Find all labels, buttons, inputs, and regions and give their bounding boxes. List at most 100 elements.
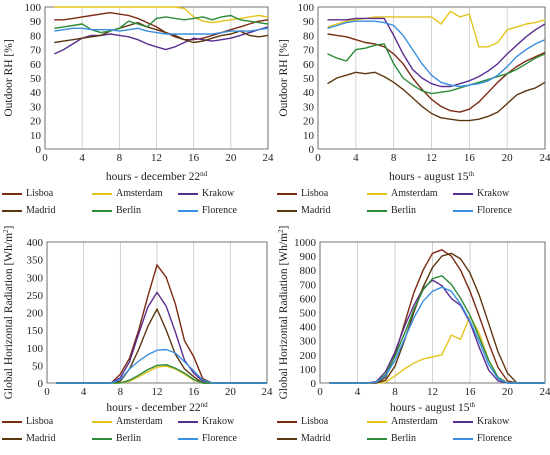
x-tick-label: 0 — [42, 152, 48, 164]
legend-label: Berlin — [116, 205, 141, 216]
y-tick-label: 0 — [36, 144, 42, 156]
x-tick-label: 8 — [118, 386, 124, 398]
y-tick-label: 200 — [27, 308, 44, 320]
legend-label: Florence — [477, 205, 512, 216]
legend-item-amsterdam: Amsterdam — [92, 187, 163, 201]
legend-item-madrid: Madrid — [277, 432, 330, 446]
legend-swatch — [92, 438, 112, 440]
x-tick-label: 16 — [188, 386, 200, 398]
chart-radiation-december: 0 4 8 12 16 20 24 0 50 100 150 200 250 300 350 400 hours… — [0, 226, 275, 455]
series-line-krakow — [329, 279, 545, 384]
legend-swatch — [178, 210, 198, 212]
series-line-lisboa — [329, 249, 545, 384]
legend-item-lisboa: Lisboa — [2, 187, 53, 201]
legend-swatch — [367, 210, 387, 212]
legend-item-lisboa: Lisboa — [277, 187, 328, 201]
y-axis-label: Global Horizontal Radiation [Wh/m2] — [2, 226, 15, 400]
y-tick-label: 300 — [27, 272, 44, 284]
legend-swatch — [2, 193, 22, 195]
legend-swatch — [2, 421, 22, 423]
x-tick-label: 0 — [317, 386, 323, 398]
legend-radiation-december: Lisboa Amsterdam Krakow Madrid Berlin Florenc… — [0, 415, 275, 455]
legend-label: Berlin — [391, 433, 416, 444]
y-tick-label: 100 — [298, 2, 315, 14]
y-tick-label: 400 — [27, 237, 44, 249]
series-line-berlin — [56, 363, 267, 384]
chart-rh-december: 0 4 8 12 16 20 24 0 10 20 30 40 50 60 70 80 90 100 hours -… — [0, 0, 275, 227]
legend-item-berlin: Berlin — [92, 204, 141, 218]
legend-item-florence: Florence — [453, 204, 512, 218]
y-tick-label: 1000 — [294, 237, 317, 249]
y-tick-label: 30 — [303, 101, 315, 113]
legend-item-amsterdam: Amsterdam — [367, 415, 438, 429]
legend-label: Berlin — [391, 205, 416, 216]
legend-item-madrid: Madrid — [2, 204, 55, 218]
series-line-madrid — [54, 21, 269, 44]
y-tick-label: 600 — [300, 293, 317, 305]
series-line-berlin — [329, 275, 545, 384]
x-tick-label: 4 — [353, 152, 359, 164]
y-tick-label: 0 — [311, 378, 317, 390]
x-tick-label: 8 — [392, 386, 398, 398]
y-tick-label: 0 — [309, 144, 315, 156]
y-tick-label: 250 — [27, 290, 44, 302]
legend-item-madrid: Madrid — [277, 204, 330, 218]
series-line-lisboa — [54, 11, 269, 41]
y-tick-label: 60 — [30, 59, 42, 71]
x-tick-label: 20 — [225, 386, 237, 398]
x-tick-label: 20 — [502, 386, 514, 398]
series-line-madrid — [56, 308, 267, 384]
legend-swatch — [453, 438, 473, 440]
legend-label: Berlin — [116, 433, 141, 444]
legend-swatch — [92, 193, 112, 195]
y-tick-label: 200 — [300, 350, 317, 362]
y-axis-label: Global Horizontal Radiation [Wh/m2] — [277, 226, 290, 400]
legend-swatch — [367, 193, 387, 195]
legend-swatch — [453, 193, 473, 195]
legend-item-lisboa: Lisboa — [277, 415, 328, 429]
legend-swatch — [178, 438, 198, 440]
legend-item-madrid: Madrid — [2, 432, 55, 446]
y-tick-label: 70 — [30, 45, 42, 57]
x-tick-label: 24 — [263, 152, 275, 164]
legend-item-krakow: Krakow — [178, 415, 234, 429]
legend-label: Florence — [202, 433, 237, 444]
series-line-krakow — [327, 17, 546, 88]
y-tick-label: 400 — [300, 322, 317, 334]
legend-item-amsterdam: Amsterdam — [367, 187, 438, 201]
x-tick-label: 16 — [464, 152, 476, 164]
y-tick-label: 10 — [303, 130, 315, 142]
legend-label: Florence — [202, 205, 237, 216]
legend-swatch — [178, 193, 198, 195]
x-axis-label: hours - august 15th — [389, 170, 474, 183]
y-axis-label: Outdoor RH [%] — [278, 39, 290, 116]
series-line-madrid — [327, 71, 546, 122]
legend-item-krakow: Krakow — [178, 187, 234, 201]
series-line-amsterdam — [54, 6, 269, 24]
legend-label: Florence — [477, 433, 512, 444]
y-axis-label: Outdoor RH [%] — [3, 39, 15, 116]
plot-frame — [319, 241, 546, 384]
x-tick-label: 12 — [152, 386, 163, 398]
legend-item-krakow: Krakow — [453, 415, 509, 429]
legend-swatch — [2, 210, 22, 212]
y-tick-label: 10 — [30, 130, 42, 142]
x-tick-label: 20 — [225, 152, 237, 164]
legend-label: Krakow — [477, 416, 510, 427]
plot-frame — [46, 241, 268, 384]
legend-item-florence: Florence — [178, 204, 237, 218]
legend-label: Lisboa — [26, 416, 54, 427]
legend-item-berlin: Berlin — [367, 204, 416, 218]
series-group — [54, 6, 269, 55]
legend-swatch — [2, 438, 22, 440]
legend-item-berlin: Berlin — [92, 432, 141, 446]
chart-radiation-august: 0 4 8 12 16 20 24 0 100 200 300 400 500 600 700 800 900 1… — [275, 226, 550, 455]
series-line-krakow — [54, 26, 269, 55]
x-tick-label: 4 — [355, 386, 361, 398]
x-tick-label: 12 — [427, 386, 438, 398]
x-tick-label: 8 — [117, 152, 123, 164]
legend-label: Krakow — [202, 416, 235, 427]
legend-label: Krakow — [202, 188, 235, 199]
series-line-krakow — [56, 291, 267, 384]
